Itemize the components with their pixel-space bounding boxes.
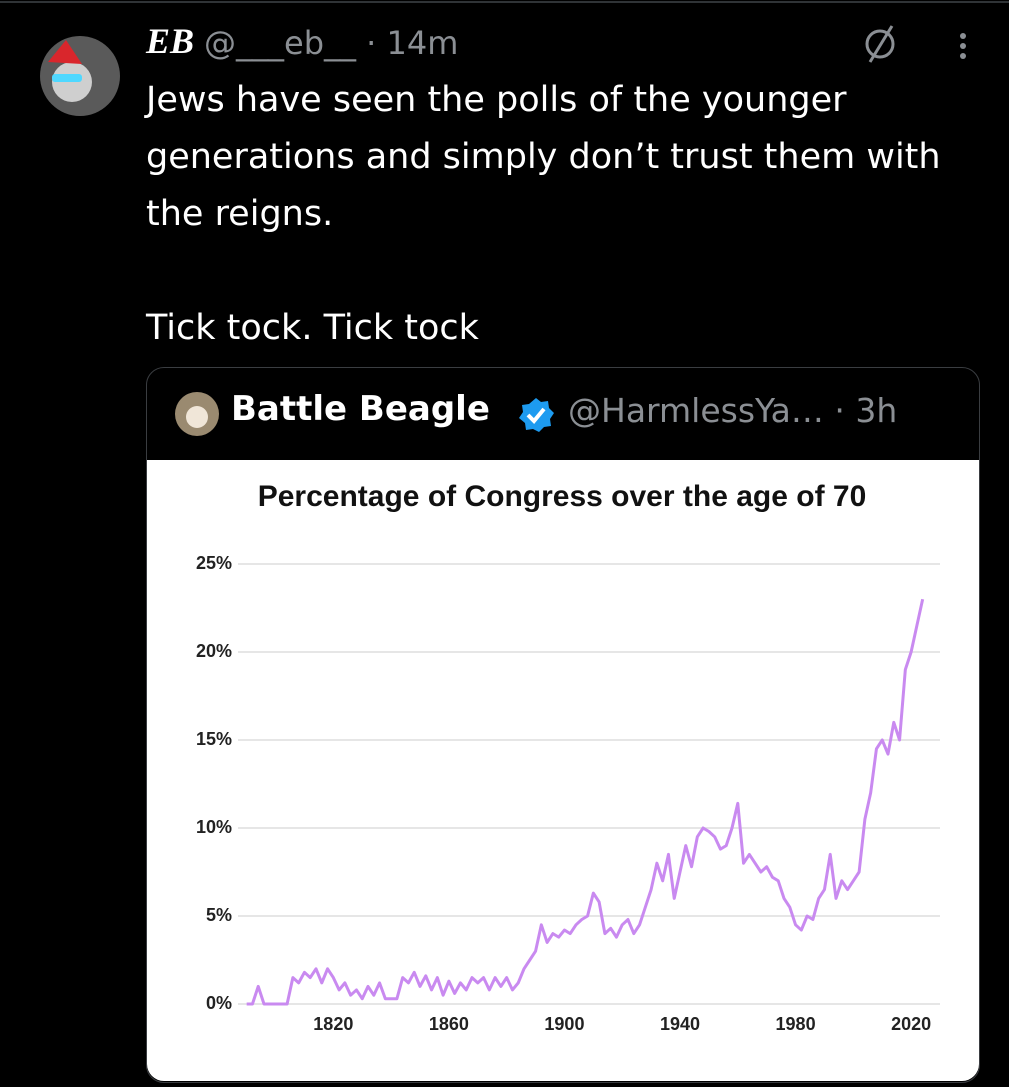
handle[interactable]: @___eb__ <box>204 24 356 62</box>
time: 3h <box>855 391 898 430</box>
quoted-card[interactable] <box>146 367 980 1083</box>
author-meta: @___eb__ · 14m <box>204 24 458 62</box>
y-tick-label: 20% <box>196 641 232 661</box>
paragraph: Tick tock. Tick tock <box>146 308 479 348</box>
x-tick-label: 2020 <box>891 1014 931 1034</box>
quoted-meta: @HarmlessYa… · 3h <box>568 391 897 430</box>
grok-icon[interactable] <box>865 29 895 59</box>
x-tick-label: 1900 <box>544 1014 584 1034</box>
handle: @HarmlessYa… <box>568 391 824 430</box>
separator: · <box>366 24 377 62</box>
header-icons <box>0 1 1009 116</box>
y-tick-label: 5% <box>206 905 232 925</box>
author-name[interactable]: EB <box>146 21 195 61</box>
verified-badge <box>519 398 554 432</box>
quoted-name: Battle Beagle <box>231 389 490 429</box>
x-tick-label: 1980 <box>776 1014 816 1034</box>
y-tick-label: 0% <box>206 993 232 1013</box>
paragraph: Jews have seen the polls of the younger … <box>146 80 941 234</box>
x-tick-label: 1940 <box>660 1014 700 1034</box>
time[interactable]: 14m <box>386 24 459 62</box>
y-tick-label: 10% <box>196 817 232 837</box>
x-tick-label: 1820 <box>313 1014 353 1034</box>
tweet-text: Jews have seen the polls of the younger … <box>146 72 956 414</box>
y-tick-label: 15% <box>196 729 232 749</box>
y-tick-label: 25% <box>196 553 232 573</box>
more-icon[interactable] <box>960 33 966 59</box>
x-tick-label: 1860 <box>429 1014 469 1034</box>
separator: · <box>834 391 845 430</box>
chart-title: Percentage of Congress over the age of 7… <box>258 480 867 513</box>
quoted-icons <box>175 392 219 436</box>
line <box>246 598 925 1006</box>
